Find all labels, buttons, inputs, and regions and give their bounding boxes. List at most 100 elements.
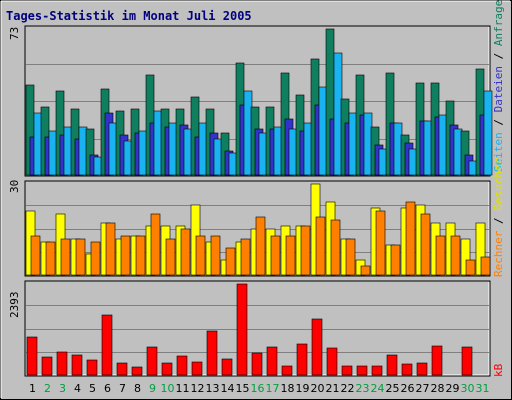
bar-hosts-day-25 xyxy=(390,244,401,276)
bar-kb-day-15 xyxy=(236,283,248,376)
day-label-13: 13 xyxy=(206,382,220,395)
y-axis-max-bottom: 2393 xyxy=(8,292,21,319)
day-label-2: 2 xyxy=(44,382,51,395)
legend-middle: Rechner / Besucher xyxy=(492,157,505,277)
bar-hosts-day-26 xyxy=(405,201,416,276)
bar-kb-day-9 xyxy=(146,346,158,376)
bar-kb-day-27 xyxy=(416,362,428,376)
bar-hosts-day-11 xyxy=(180,228,191,276)
bar-hosts-day-14 xyxy=(225,247,236,276)
day-label-29: 29 xyxy=(446,382,460,395)
legend-top: Seiten / Dateien / Anfragen xyxy=(492,0,505,172)
bar-hosts-day-20 xyxy=(315,216,326,276)
bar-kb-day-22 xyxy=(341,365,353,376)
day-label-31: 31 xyxy=(476,382,490,395)
day-label-14: 14 xyxy=(221,382,235,395)
day-label-17: 17 xyxy=(266,382,280,395)
bar-hosts-day-27 xyxy=(420,213,431,276)
legend-label-requests: Anfragen xyxy=(492,0,505,46)
bar-hosts-day-7 xyxy=(120,235,131,276)
bar-kb-day-18 xyxy=(281,365,293,376)
legend-label-visitors: Besucher xyxy=(492,157,505,210)
day-label-10: 10 xyxy=(161,382,175,395)
day-label-1: 1 xyxy=(29,382,36,395)
requests-files-pages-panel xyxy=(24,25,493,177)
svg-text:kB: kB xyxy=(492,363,505,377)
bar-hosts-day-9 xyxy=(150,213,161,276)
day-label-16: 16 xyxy=(251,382,265,395)
day-label-11: 11 xyxy=(176,382,190,395)
bar-kb-day-11 xyxy=(176,355,188,376)
legend-label-files: Dateien xyxy=(492,66,505,112)
day-label-18: 18 xyxy=(281,382,295,395)
bar-hosts-day-31 xyxy=(480,256,491,276)
svg-text:Seiten / Dateien: Seiten / Dateien / Anfragen xyxy=(492,0,505,172)
bar-hosts-day-28 xyxy=(435,235,446,276)
day-label-26: 26 xyxy=(401,382,415,395)
bar-hosts-day-10 xyxy=(165,238,176,276)
bar-kb-day-28 xyxy=(431,345,443,376)
legend-label-pages: Seiten xyxy=(492,132,505,172)
day-label-20: 20 xyxy=(311,382,325,395)
bar-hosts-day-17 xyxy=(270,235,281,276)
bar-kb-day-19 xyxy=(296,343,308,376)
bar-kb-day-4 xyxy=(71,354,83,376)
bar-kb-day-13 xyxy=(206,330,218,376)
bar-hosts-day-29 xyxy=(450,235,461,276)
x-axis-day-labels: 1 2 3 4 5 6 7 8 9 10 11 12 13 14 15 16 17 18 19 20 21 22 23 24 2… xyxy=(29,382,490,395)
day-label-22: 22 xyxy=(341,382,355,395)
y-axis-max-middle: 30 xyxy=(8,180,21,193)
day-label-21: 21 xyxy=(326,382,340,395)
bar-kb-day-3 xyxy=(56,351,68,376)
bar-hosts-day-18 xyxy=(285,235,296,276)
bar-kb-day-16 xyxy=(251,352,263,376)
bar-kb-day-30 xyxy=(461,346,473,376)
bar-hosts-day-12 xyxy=(195,235,206,276)
bar-visits-day-30 xyxy=(460,238,471,276)
bar-kb-day-14 xyxy=(221,358,233,376)
bar-kb-day-25 xyxy=(386,354,398,376)
bar-kb-day-10 xyxy=(161,362,173,376)
day-label-30: 30 xyxy=(461,382,475,395)
day-label-24: 24 xyxy=(371,382,385,395)
bar-hosts-day-5 xyxy=(90,241,101,276)
bar-hosts-day-4 xyxy=(75,238,86,276)
bar-kb-day-8 xyxy=(131,366,143,376)
bar-kb-day-24 xyxy=(371,365,383,376)
bar-hosts-day-24 xyxy=(375,210,386,276)
bar-kb-day-20 xyxy=(311,318,323,376)
bar-hosts-day-23 xyxy=(360,265,371,276)
bar-hosts-day-22 xyxy=(345,238,356,276)
day-label-9: 9 xyxy=(149,382,156,395)
bar-kb-day-23 xyxy=(356,365,368,376)
bar-hosts-day-15 xyxy=(240,238,251,276)
day-label-28: 28 xyxy=(431,382,445,395)
bar-hosts-day-2 xyxy=(45,241,56,276)
day-label-23: 23 xyxy=(356,382,370,395)
bar-hosts-day-6 xyxy=(105,222,116,276)
day-label-6: 6 xyxy=(104,382,111,395)
bar-kb-day-7 xyxy=(116,362,128,376)
bar-kb-day-17 xyxy=(266,346,278,376)
bar-pages-day-31 xyxy=(483,90,493,176)
bar-kb-day-2 xyxy=(41,356,53,376)
legend-bottom: kB xyxy=(492,363,505,377)
bar-hosts-day-3 xyxy=(60,238,71,276)
legend-label-hosts: Rechner xyxy=(492,230,505,277)
bar-kb-day-26 xyxy=(401,363,413,376)
day-label-8: 8 xyxy=(134,382,141,395)
day-label-12: 12 xyxy=(191,382,205,395)
svg-text:Rechner / Besuch: Rechner / Besucher xyxy=(492,157,505,277)
day-label-7: 7 xyxy=(119,382,126,395)
day-label-19: 19 xyxy=(296,382,310,395)
bar-hosts-day-19 xyxy=(300,225,311,276)
bar-hosts-day-30 xyxy=(465,259,476,276)
day-label-27: 27 xyxy=(416,382,430,395)
y-axis-max-top: 73 xyxy=(8,27,21,40)
bar-visits-day-31 xyxy=(475,222,486,276)
bar-kb-day-5 xyxy=(86,359,98,376)
bar-hosts-day-13 xyxy=(210,235,221,276)
day-label-25: 25 xyxy=(386,382,400,395)
legend-label-kb: kB xyxy=(492,363,505,377)
